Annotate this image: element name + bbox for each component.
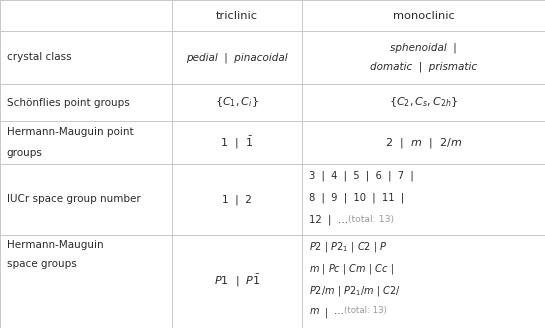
Text: $m\ |\ Pc\ |\ Cm\ |\ Cc\ |$: $m\ |\ Pc\ |\ Cm\ |\ Cc\ |$ (309, 262, 394, 276)
Text: sphenoidal  |: sphenoidal | (390, 43, 457, 53)
Text: (total: 13): (total: 13) (348, 215, 394, 224)
Text: groups: groups (7, 148, 43, 157)
Text: pedial  |  pinacoidal: pedial | pinacoidal (186, 52, 288, 63)
Text: 12  |: 12 | (309, 215, 338, 225)
Text: space groups: space groups (7, 259, 76, 269)
Text: Hermann-Mauguin: Hermann-Mauguin (7, 240, 103, 250)
Text: $\{C_1, C_i\}$: $\{C_1, C_i\}$ (215, 95, 259, 110)
Text: 3  |  4  |  5  |  6  |  7  |: 3 | 4 | 5 | 6 | 7 | (309, 171, 414, 181)
Text: $2 \ \ | \ \ m \ \ | \ \ 2/m$: $2 \ \ | \ \ m \ \ | \ \ 2/m$ (385, 136, 462, 150)
Text: triclinic: triclinic (216, 10, 258, 21)
Text: $P2/m\ |\ P2_1/m\ |\ C2/$: $P2/m\ |\ P2_1/m\ |\ C2/$ (309, 284, 401, 298)
Text: crystal class: crystal class (7, 52, 71, 62)
Text: $P2\ |\ P2_1\ |\ C2\ |\ P$: $P2\ |\ P2_1\ |\ C2\ |\ P$ (309, 240, 387, 255)
Text: $|$: $|$ (324, 306, 328, 320)
Text: …: … (334, 306, 350, 316)
Text: monoclinic: monoclinic (393, 10, 455, 21)
Text: (total: 13): (total: 13) (344, 306, 387, 315)
Text: Hermann-Mauguin point: Hermann-Mauguin point (7, 127, 133, 137)
Text: $\{C_2, C_s, C_{2h}\}$: $\{C_2, C_s, C_{2h}\}$ (389, 95, 458, 110)
Text: $m$: $m$ (309, 306, 320, 316)
Text: 8  |  9  |  10  |  11  |: 8 | 9 | 10 | 11 | (309, 193, 404, 203)
Text: domatic  |  prismatic: domatic | prismatic (370, 61, 477, 72)
Text: 1  |  2: 1 | 2 (222, 194, 252, 205)
Text: $P1\ \ |\ \ P\bar{1}$: $P1\ \ |\ \ P\bar{1}$ (214, 273, 261, 289)
Text: IUCr space group number: IUCr space group number (7, 194, 140, 204)
Text: Schönflies point groups: Schönflies point groups (7, 97, 129, 108)
Text: …: … (338, 215, 354, 225)
Text: $1 \ \ | \ \ \bar{1}$: $1 \ \ | \ \ \bar{1}$ (220, 134, 254, 151)
